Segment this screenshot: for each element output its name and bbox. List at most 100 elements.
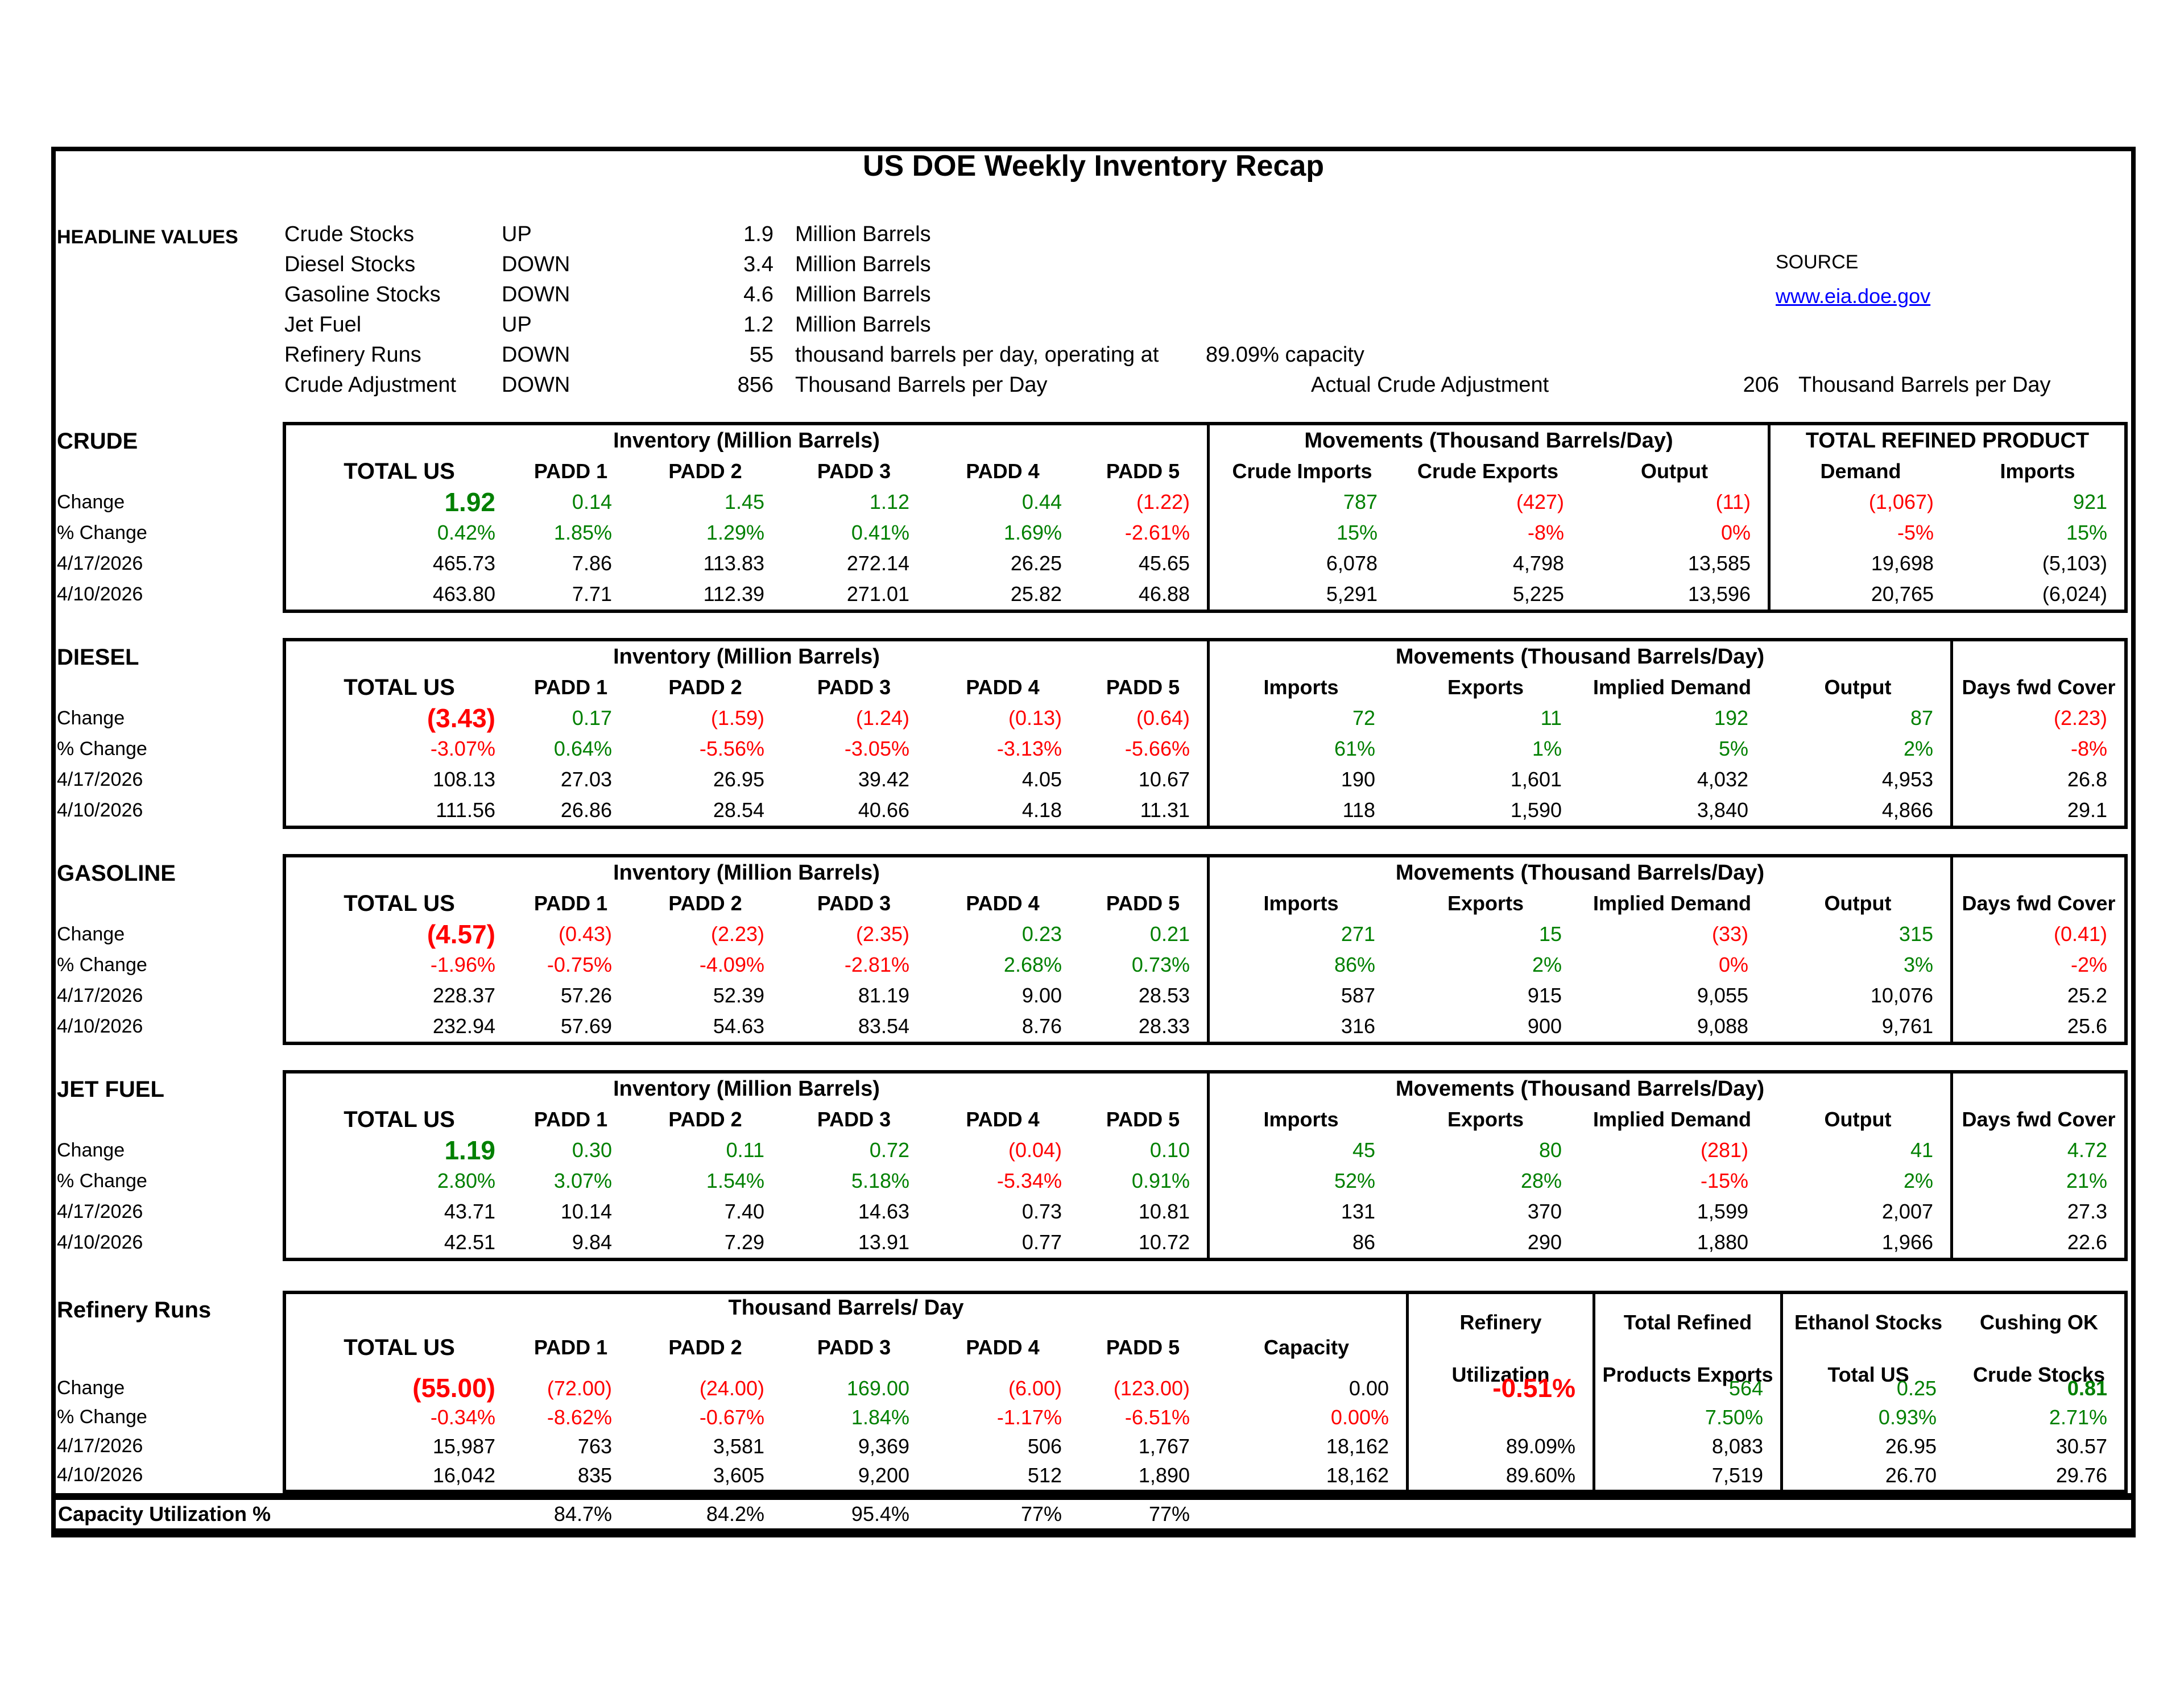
cell: 0.73 bbox=[1021, 1200, 1062, 1223]
row-label: 4/10/2026 bbox=[57, 583, 143, 605]
section-label: GASOLINE bbox=[57, 861, 176, 886]
cell: -6.51% bbox=[1124, 1406, 1190, 1429]
cell: (5,103) bbox=[2042, 552, 2107, 575]
cell: 9,369 bbox=[858, 1435, 909, 1458]
cell: (0.43) bbox=[558, 922, 612, 946]
cell: 7,519 bbox=[1592, 1461, 1780, 1490]
cell: 29.1 bbox=[1950, 795, 2124, 826]
capacity-utilization-values: 84.7% 84.2% 95.4% 77% 77% bbox=[286, 1500, 1207, 1528]
column-header: PADD 5 bbox=[1106, 892, 1180, 915]
cell: 3,605 bbox=[713, 1464, 764, 1487]
column-header: Implied Demand bbox=[1592, 675, 1752, 699]
cell: 26.8 bbox=[1950, 764, 2124, 795]
headline-item-name: Gasoline Stocks bbox=[284, 283, 441, 306]
cell: 2.71% bbox=[2049, 1406, 2107, 1429]
cell: 0.91% bbox=[1131, 1169, 1190, 1192]
column-header: PADD 3 bbox=[817, 892, 891, 915]
cell: 112.39 bbox=[703, 582, 764, 606]
row-label: Change bbox=[57, 707, 125, 729]
cell: -3.05% bbox=[844, 737, 909, 760]
cell: 39.42 bbox=[858, 768, 909, 791]
row-label: Change bbox=[57, 923, 125, 945]
source-link[interactable]: www.eia.doe.gov bbox=[1776, 284, 1931, 308]
cell: -5.66% bbox=[1124, 737, 1190, 760]
cell: 9.84 bbox=[572, 1230, 612, 1254]
cell: 27.3 bbox=[1950, 1196, 2124, 1227]
cell: 4.72 bbox=[1950, 1135, 2124, 1166]
column-header: PADD 3 bbox=[817, 675, 891, 699]
column-header: PADD 5 bbox=[1106, 675, 1180, 699]
cell: 89.09% bbox=[1406, 1432, 1592, 1461]
cell: 316 bbox=[1207, 1011, 1392, 1042]
cell: 86% bbox=[1207, 950, 1392, 980]
cell: 271.01 bbox=[846, 582, 909, 606]
cell: 10.14 bbox=[560, 1200, 612, 1223]
column-header: Ethanol Stocks Total US bbox=[1780, 1294, 1954, 1386]
headline-item-name: Crude Stocks bbox=[284, 222, 415, 246]
cell: 57.26 bbox=[560, 984, 612, 1007]
cell: (6.00) bbox=[1008, 1377, 1062, 1400]
cell: 26.95 bbox=[1780, 1432, 1954, 1461]
cell: 15% bbox=[1207, 517, 1395, 548]
capacity-value: 77% bbox=[1020, 1502, 1062, 1526]
cell: 14.63 bbox=[858, 1200, 909, 1223]
group-header: Inventory (Million Barrels) bbox=[613, 645, 880, 669]
cell: 11 bbox=[1540, 706, 1562, 729]
cell: 21% bbox=[1950, 1166, 2124, 1196]
cell: 0.10 bbox=[1149, 1138, 1190, 1162]
cell: -3.07% bbox=[430, 737, 495, 760]
row-label: 4/10/2026 bbox=[57, 1015, 143, 1037]
cell: 0.30 bbox=[572, 1138, 612, 1162]
cell: 87 bbox=[1910, 706, 1933, 729]
row-label: 4/10/2026 bbox=[57, 1232, 143, 1253]
cell: 9,088 bbox=[1697, 1014, 1748, 1038]
column-header: TOTAL US bbox=[344, 459, 455, 484]
headline-item-unit: Million Barrels bbox=[795, 313, 931, 337]
headline-item-value: 856 bbox=[737, 373, 774, 397]
group-header bbox=[1950, 641, 2124, 672]
column-header: Implied Demand bbox=[1592, 1108, 1752, 1131]
cell: 0.17 bbox=[572, 706, 612, 729]
cell: 1.45 bbox=[724, 490, 764, 513]
cell: 57.69 bbox=[560, 1014, 612, 1038]
cell: 0% bbox=[1718, 953, 1748, 976]
cell: 190 bbox=[1207, 764, 1392, 795]
cell: 10.72 bbox=[1138, 1230, 1190, 1254]
group-header: Movements (Thousand Barrels/Day) bbox=[1207, 425, 1768, 456]
cell: 80 bbox=[1538, 1138, 1562, 1162]
cell: 3,840 bbox=[1697, 798, 1748, 822]
cell: 7.50% bbox=[1592, 1403, 1780, 1432]
cell: -0.34% bbox=[430, 1406, 495, 1429]
group-header bbox=[1950, 1073, 2124, 1104]
row-label: Change bbox=[57, 491, 125, 513]
column-header: Imports bbox=[1207, 672, 1392, 703]
column-header: Capacity bbox=[1263, 1336, 1350, 1359]
column-header: Output bbox=[1824, 892, 1892, 915]
cell: 22.6 bbox=[1950, 1227, 2124, 1258]
cell: 315 bbox=[1898, 922, 1933, 946]
cell: 1.85% bbox=[553, 521, 612, 544]
cell: 9.00 bbox=[1021, 984, 1062, 1007]
column-header: Cushing OK Crude Stocks bbox=[1954, 1294, 2124, 1386]
headline-item-name: Refinery Runs bbox=[284, 343, 421, 367]
cell: 28.53 bbox=[1138, 984, 1190, 1007]
cell: 131 bbox=[1207, 1196, 1392, 1227]
cell: 3.07% bbox=[553, 1169, 612, 1192]
cell: 228.37 bbox=[432, 984, 495, 1007]
cell: 45 bbox=[1207, 1135, 1392, 1166]
cell: 8,083 bbox=[1592, 1432, 1780, 1461]
column-header: PADD 5 bbox=[1106, 459, 1180, 483]
cell: -0.51% bbox=[1406, 1374, 1592, 1403]
column-header: PADD 4 bbox=[966, 675, 1040, 699]
cell: 564 bbox=[1592, 1374, 1780, 1403]
headline-row: Crude Stocks UP 1.9 Million Barrels bbox=[0, 219, 2184, 250]
cell: (33) bbox=[1711, 922, 1748, 946]
data-table: Inventory (Million Barrels) Movements (Th… bbox=[283, 854, 2128, 1045]
cell: 2,007 bbox=[1881, 1200, 1933, 1223]
cell: 1.69% bbox=[1003, 521, 1062, 544]
cell: 52.39 bbox=[713, 984, 764, 1007]
cell: 28.33 bbox=[1138, 1014, 1190, 1038]
cell: 30.57 bbox=[2055, 1435, 2107, 1458]
cell bbox=[1406, 1403, 1592, 1432]
